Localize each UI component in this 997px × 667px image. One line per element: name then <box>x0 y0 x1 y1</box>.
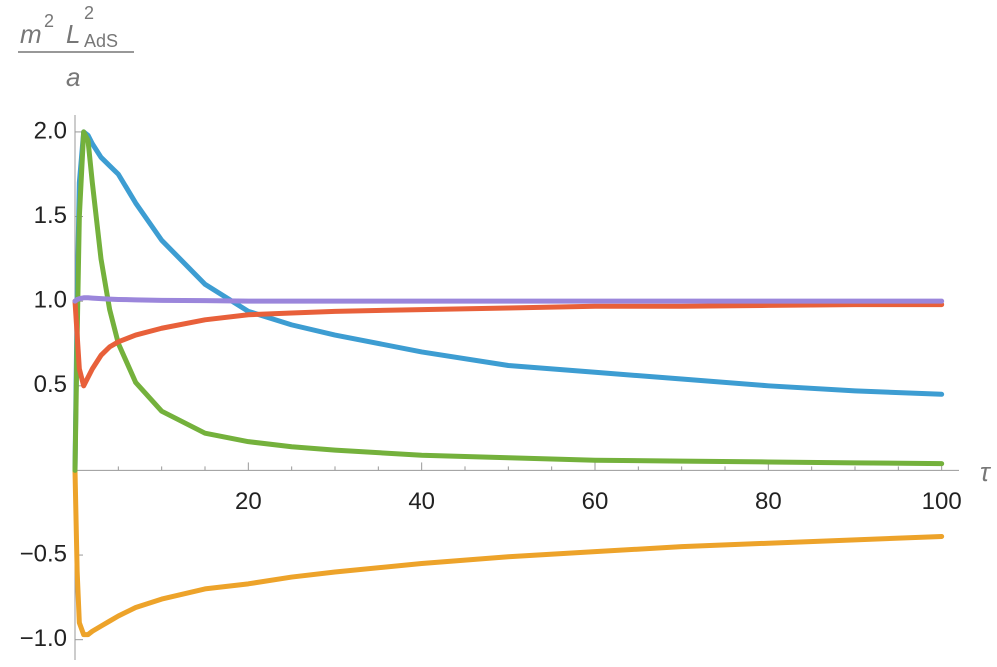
y-tick-label: 1.5 <box>34 202 67 229</box>
x-tick-label: 80 <box>755 488 782 515</box>
series-line <box>72 129 945 473</box>
y-label-sub: AdS <box>84 31 118 51</box>
x-tick-label: 60 <box>582 488 609 515</box>
x-tick-label: 40 <box>408 488 435 515</box>
y-label-m: m <box>20 19 42 49</box>
y-tick-label: −0.5 <box>20 540 67 567</box>
x-label: τ <box>980 457 992 487</box>
y-tick-label: 1.0 <box>34 287 67 314</box>
series-line <box>72 467 945 638</box>
y-label-den: a <box>66 62 80 92</box>
y-label-l: L <box>66 19 80 49</box>
series-line <box>72 295 945 304</box>
y-tick-label: −1.0 <box>20 625 67 652</box>
y-tick-label: 0.5 <box>34 371 67 398</box>
x-tick-label: 20 <box>235 488 262 515</box>
y-label-exp: 2 <box>84 3 94 23</box>
y-tick-label: 2.0 <box>34 117 67 144</box>
x-tick-label: 100 <box>922 488 962 515</box>
y-label-exp: 2 <box>44 11 54 31</box>
series-line <box>72 298 945 389</box>
